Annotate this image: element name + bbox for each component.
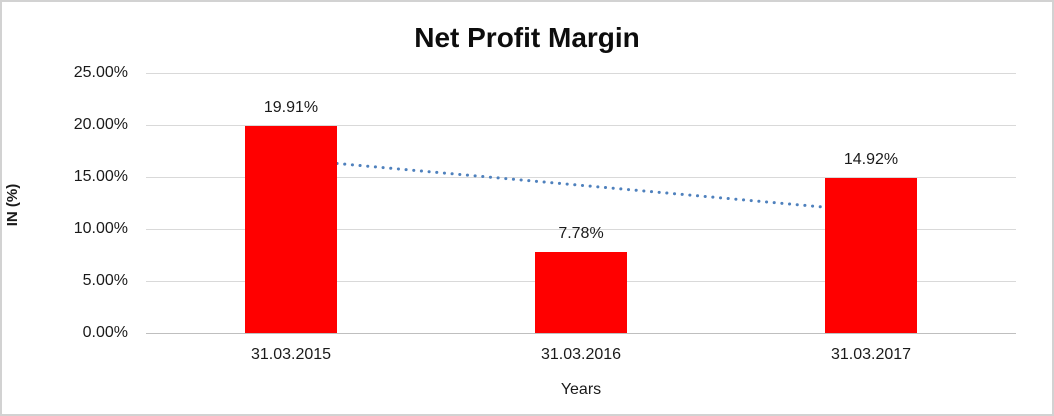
- y-tick-label: 25.00%: [73, 64, 128, 81]
- x-axis-line: [146, 333, 1016, 334]
- y-tick-label: 5.00%: [82, 272, 128, 289]
- x-tick-label: 31.03.2017: [830, 346, 912, 363]
- bar-data-label: 7.78%: [558, 225, 604, 243]
- y-tick-label: 20.00%: [73, 116, 128, 133]
- y-axis-title: IN (%): [4, 183, 21, 227]
- bar-data-label: 14.92%: [843, 150, 899, 168]
- bar-31.03.2017: [825, 177, 917, 333]
- x-axis-title: Years: [560, 381, 602, 398]
- y-tick-label: 0.00%: [82, 324, 128, 341]
- trendline: [289, 157, 873, 213]
- y-tick-label: 15.00%: [73, 168, 128, 185]
- bar-31.03.2015: [245, 125, 337, 333]
- gridline: [146, 229, 1016, 230]
- gridline: [146, 73, 1016, 74]
- bar-31.03.2016: [535, 252, 627, 333]
- x-tick-label: 31.03.2016: [540, 346, 622, 363]
- chart-title: Net Profit Margin: [414, 22, 640, 53]
- y-tick-label: 10.00%: [73, 220, 128, 237]
- bar-data-label: 19.91%: [263, 98, 319, 116]
- gridline: [146, 125, 1016, 126]
- x-tick-label: 31.03.2015: [250, 346, 332, 363]
